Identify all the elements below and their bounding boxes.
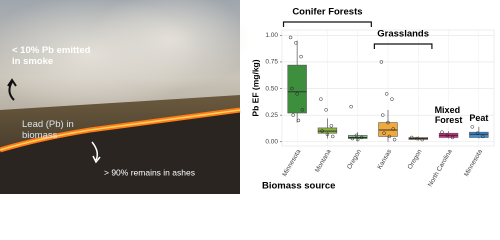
data-point: [440, 130, 444, 134]
annotation: Lead (Pb) in biomass: [22, 119, 76, 141]
figure: < 10% Pb emitted in smoke Lead (Pb) in b…: [0, 0, 495, 194]
data-point: [319, 97, 323, 101]
data-point: [288, 35, 293, 40]
x-tick-label: Minnesota: [463, 148, 484, 178]
data-point: [382, 131, 386, 135]
data-point: [359, 135, 364, 140]
data-point: [415, 136, 419, 141]
data-point: [392, 137, 397, 142]
x-tick-label: Minnesota: [281, 148, 302, 178]
data-point: [349, 104, 353, 109]
data-point: [379, 60, 384, 64]
data-point: [299, 54, 303, 59]
data-point: [350, 136, 355, 141]
data-point: [354, 133, 359, 138]
data-point: [387, 134, 392, 139]
data-point: [470, 125, 475, 129]
photo: < 10% Pb emitted in smoke Lead (Pb) in b…: [0, 0, 250, 194]
data-point: [420, 137, 424, 142]
x-tick-label: Oregon: [346, 148, 363, 171]
data-point: [291, 113, 295, 117]
arrow-head: [7, 78, 17, 87]
x-tick-label: Kansas: [376, 148, 393, 171]
y-tick-label: 0.75: [265, 59, 278, 66]
arrow-head: [92, 155, 101, 164]
group-label: Grasslands: [377, 29, 429, 40]
data-point: [445, 133, 450, 138]
annotation: < 10% Pb emitted in smoke: [12, 45, 93, 67]
y-tick-label: 0.25: [265, 112, 278, 119]
box: [317, 127, 338, 134]
x-tick-label: North Carolina: [427, 148, 454, 188]
y-tick-label: 0.00: [265, 138, 278, 145]
x-axis-label: Biomass source: [262, 181, 335, 192]
data-point: [450, 135, 455, 140]
group-label: Conifer Forests: [292, 7, 362, 18]
data-point: [391, 127, 396, 131]
data-point: [325, 132, 330, 137]
box: [287, 64, 307, 114]
data-point: [329, 124, 334, 128]
group-label: Peat: [469, 113, 488, 123]
group-bracket: [282, 21, 372, 27]
data-point: [295, 92, 299, 96]
data-point: [320, 129, 324, 133]
data-point: [475, 131, 480, 135]
data-point: [294, 41, 298, 45]
annotation: > 90% remains in ashes: [104, 167, 195, 177]
data-point: [380, 113, 385, 117]
y-tick-label: 0.50: [265, 85, 278, 92]
data-point: [390, 97, 394, 101]
fire-core: [0, 109, 241, 151]
group-bracket: [373, 43, 433, 49]
data-point: [386, 120, 390, 125]
data-point: [290, 86, 294, 91]
y-axis-label: Pb EF (mg/kg): [250, 59, 260, 116]
data-point: [330, 134, 335, 139]
data-point: [384, 92, 389, 96]
data-point: [355, 137, 360, 142]
arrow-up: [8, 81, 15, 101]
data-point: [481, 134, 485, 139]
x-tick-label: Oregon: [407, 148, 424, 171]
data-point: [296, 118, 301, 123]
group-label: Mixed Forest: [435, 105, 463, 125]
arrow-down: [91, 141, 99, 161]
data-point: [324, 108, 328, 112]
data-point: [409, 135, 414, 140]
x-tick-label: Montana: [314, 148, 333, 174]
burned-ground: [0, 112, 240, 194]
data-point: [300, 108, 305, 112]
y-tick-label: 1.00: [265, 32, 278, 39]
smoke: [90, 0, 250, 90]
